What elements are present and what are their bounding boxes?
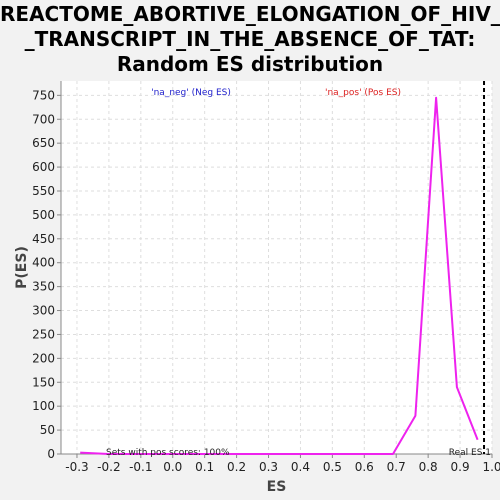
- sets-pos-scores-label: Sets with pos scores: 100%: [106, 448, 230, 458]
- y-tick-label: 450: [32, 232, 55, 246]
- y-tick-label: 600: [32, 160, 55, 174]
- plot-area: [61, 81, 492, 454]
- pos-es-label: 'na_pos' (Pos ES): [325, 88, 401, 98]
- x-tick-label: -0.2: [97, 460, 120, 474]
- x-tick-label: 0.6: [355, 460, 374, 474]
- y-tick-label: 400: [32, 256, 55, 270]
- annotations: 'na_neg' (Neg ES) 'na_pos' (Pos ES) Sets w…: [106, 81, 491, 458]
- y-tick-label: 250: [32, 327, 55, 341]
- x-tick-label: 0.9: [451, 460, 470, 474]
- real-es-label: Real ES 1: [449, 448, 491, 458]
- x-tick-label: 0.7: [387, 460, 406, 474]
- series-line: [80, 96, 479, 455]
- y-tick-label: 150: [32, 375, 55, 389]
- y-tick-label: 550: [32, 184, 55, 198]
- grid: [61, 81, 493, 455]
- x-tick-label: 0.1: [195, 460, 214, 474]
- x-tick-label: 0.5: [323, 460, 342, 474]
- x-tick-label: -0.3: [65, 460, 88, 474]
- chart-title-line-3: Random ES distribution: [116, 52, 384, 76]
- x-tick-label: 0.8: [419, 460, 438, 474]
- x-tick-label: -0.1: [129, 460, 152, 474]
- y-tick-label: 500: [32, 208, 55, 222]
- y-tick-label: 100: [32, 399, 55, 413]
- y-tick-label: 0: [47, 447, 55, 461]
- y-tick-label: 700: [32, 112, 55, 126]
- x-tick-label: 0.3: [259, 460, 278, 474]
- chart-title-line-1: REACTOME_ABORTIVE_ELONGATION_OF_HIV_1: [0, 2, 500, 26]
- x-tick-label: 0.2: [227, 460, 246, 474]
- y-tick-label: 350: [32, 280, 55, 294]
- y-axis-label: P(ES): [14, 246, 30, 289]
- y-tick-label: 300: [32, 304, 55, 318]
- y-tick-label: 650: [32, 136, 55, 150]
- x-tick-label: 0.4: [291, 460, 310, 474]
- axes: 0 50 100 150 200 250 300 350 400 450 500 550 600 650 7…: [14, 81, 500, 495]
- neg-es-label: 'na_neg' (Neg ES): [151, 88, 231, 98]
- chart-title-line-2: _TRANSCRIPT_IN_THE_ABSENCE_OF_TAT:: [24, 27, 476, 51]
- x-tick-label: 1.0: [482, 460, 500, 474]
- y-tick-label: 200: [32, 351, 55, 365]
- y-tick-label: 750: [32, 88, 55, 102]
- y-tick-label: 50: [40, 423, 55, 437]
- x-tick-label: 0.0: [163, 460, 182, 474]
- x-axis-label: ES: [267, 479, 287, 495]
- series-layer: [80, 96, 479, 455]
